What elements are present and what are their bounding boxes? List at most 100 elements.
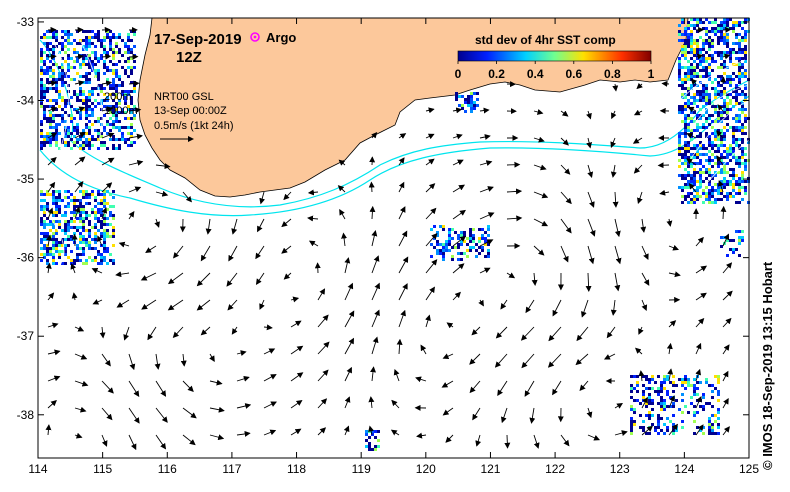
sst-pixel (469, 240, 472, 243)
sst-pixel (85, 214, 88, 217)
sst-pixel (106, 202, 109, 205)
sst-pixel (732, 171, 735, 174)
sst-pixel (714, 120, 717, 123)
sst-pixel (708, 123, 711, 126)
sst-pixel (133, 141, 136, 144)
current-arrow (610, 164, 617, 178)
sst-pixel (696, 135, 699, 138)
sst-pixel (58, 211, 61, 214)
sst-pixel (100, 226, 103, 229)
current-arrow (398, 157, 405, 166)
sst-pixel (97, 30, 100, 33)
sst-pixel (690, 384, 693, 387)
sst-pixel (726, 183, 729, 186)
sst-pixel (43, 253, 46, 256)
sst-pixel (85, 217, 88, 220)
sst-pixel (708, 141, 711, 144)
sst-pixel (55, 229, 58, 232)
sst-pixel (738, 75, 741, 78)
sst-pixel (371, 433, 374, 436)
sst-pixel (46, 190, 49, 193)
sst-pixel (61, 69, 64, 72)
sst-pixel (82, 48, 85, 51)
sst-pixel (103, 99, 106, 102)
current-arrow (371, 131, 378, 139)
sst-pixel (657, 420, 660, 423)
sst-pixel (49, 87, 52, 90)
sst-pixel (115, 69, 118, 72)
sst-pixel (651, 378, 654, 381)
sst-pixel (690, 84, 693, 87)
sst-pixel (55, 39, 58, 42)
sst-pixel (472, 234, 475, 237)
current-arrow (344, 366, 352, 382)
sst-pixel (58, 66, 61, 69)
y-tick-label: -36 (17, 251, 35, 265)
sst-pixel (741, 153, 744, 156)
sst-pixel (651, 375, 654, 378)
sst-pixel (690, 87, 693, 90)
sst-pixel (127, 51, 130, 54)
sst-pixel (729, 48, 732, 51)
current-arrow (259, 299, 265, 310)
sst-pixel (121, 84, 124, 87)
sst-pixel (94, 232, 97, 235)
current-arrow (74, 80, 85, 87)
sst-pixel (654, 426, 657, 429)
sst-pixel (473, 104, 476, 107)
current-arrow (101, 182, 113, 193)
sst-pixel (699, 75, 702, 78)
sst-pixel (439, 249, 442, 252)
sst-pixel (744, 186, 747, 189)
sst-pixel (714, 156, 717, 159)
sst-pixel (451, 255, 454, 258)
sst-pixel (442, 249, 445, 252)
current-arrow (128, 159, 144, 166)
sst-pixel (681, 18, 684, 21)
sst-pixel (720, 156, 723, 159)
sst-pixel (678, 78, 681, 81)
sst-pixel (88, 241, 91, 244)
sst-pixel (73, 78, 76, 81)
sst-pixel (67, 235, 70, 238)
sst-pixel (726, 36, 729, 39)
sst-pixel (377, 439, 380, 442)
sst-pixel (687, 75, 690, 78)
sst-pixel (40, 232, 43, 235)
sst-pixel (696, 186, 699, 189)
sst-pixel (103, 256, 106, 259)
sst-pixel (64, 211, 67, 214)
sst-pixel (714, 375, 717, 378)
sst-pixel (112, 111, 115, 114)
sst-pixel (58, 90, 61, 93)
sst-pixel (657, 375, 660, 378)
sst-pixel (91, 114, 94, 117)
sst-pixel (699, 126, 702, 129)
sst-pixel (687, 60, 690, 63)
current-arrow (525, 299, 535, 314)
sst-pixel (693, 75, 696, 78)
sst-pixel (97, 93, 100, 96)
sst-pixel (702, 45, 705, 48)
sst-pixel (723, 183, 726, 186)
sst-pixel (684, 48, 687, 51)
sst-pixel (73, 259, 76, 262)
sst-pixel (97, 129, 100, 132)
sst-pixel (49, 250, 52, 253)
sst-pixel (735, 138, 738, 141)
sst-pixel (699, 93, 702, 96)
sst-pixel (690, 63, 693, 66)
sst-pixel (723, 63, 726, 66)
sst-pixel (79, 253, 82, 256)
sst-pixel (699, 195, 702, 198)
sst-pixel (487, 228, 490, 231)
sst-pixel (73, 129, 76, 132)
sst-pixel (669, 396, 672, 399)
sst-pixel (678, 69, 681, 72)
sst-pixel (49, 60, 52, 63)
sst-pixel (52, 199, 55, 202)
sst-pixel (55, 202, 58, 205)
sst-pixel (58, 147, 61, 150)
sst-pixel (717, 111, 720, 114)
current-arrow (128, 210, 135, 220)
